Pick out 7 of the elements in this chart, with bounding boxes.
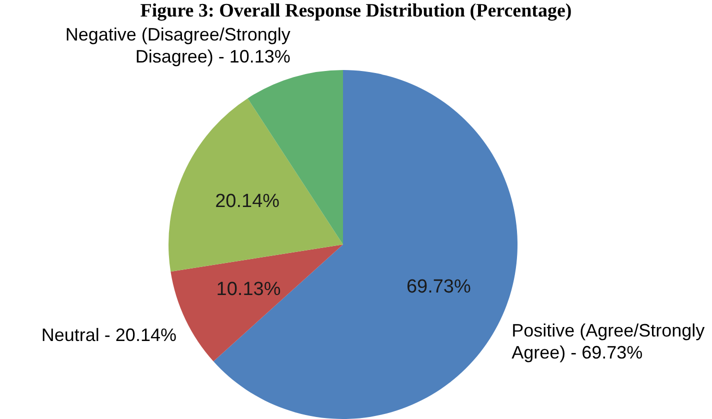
chart-title: Figure 3: Overall Response Distribution (Percentage)	[140, 0, 572, 22]
data-label: 10.13%	[216, 278, 281, 300]
data-label: 20.14%	[215, 191, 280, 212]
slice-label: Positive (Agree/Strongly Agree) - 69.73%	[512, 320, 705, 362]
data-label: 69.73%	[406, 276, 471, 298]
slice-label: Negative (Disagree/Strongly Disagree) - 10.13%	[65, 24, 290, 67]
slice-label: Neutral - 20.14%	[41, 324, 176, 345]
